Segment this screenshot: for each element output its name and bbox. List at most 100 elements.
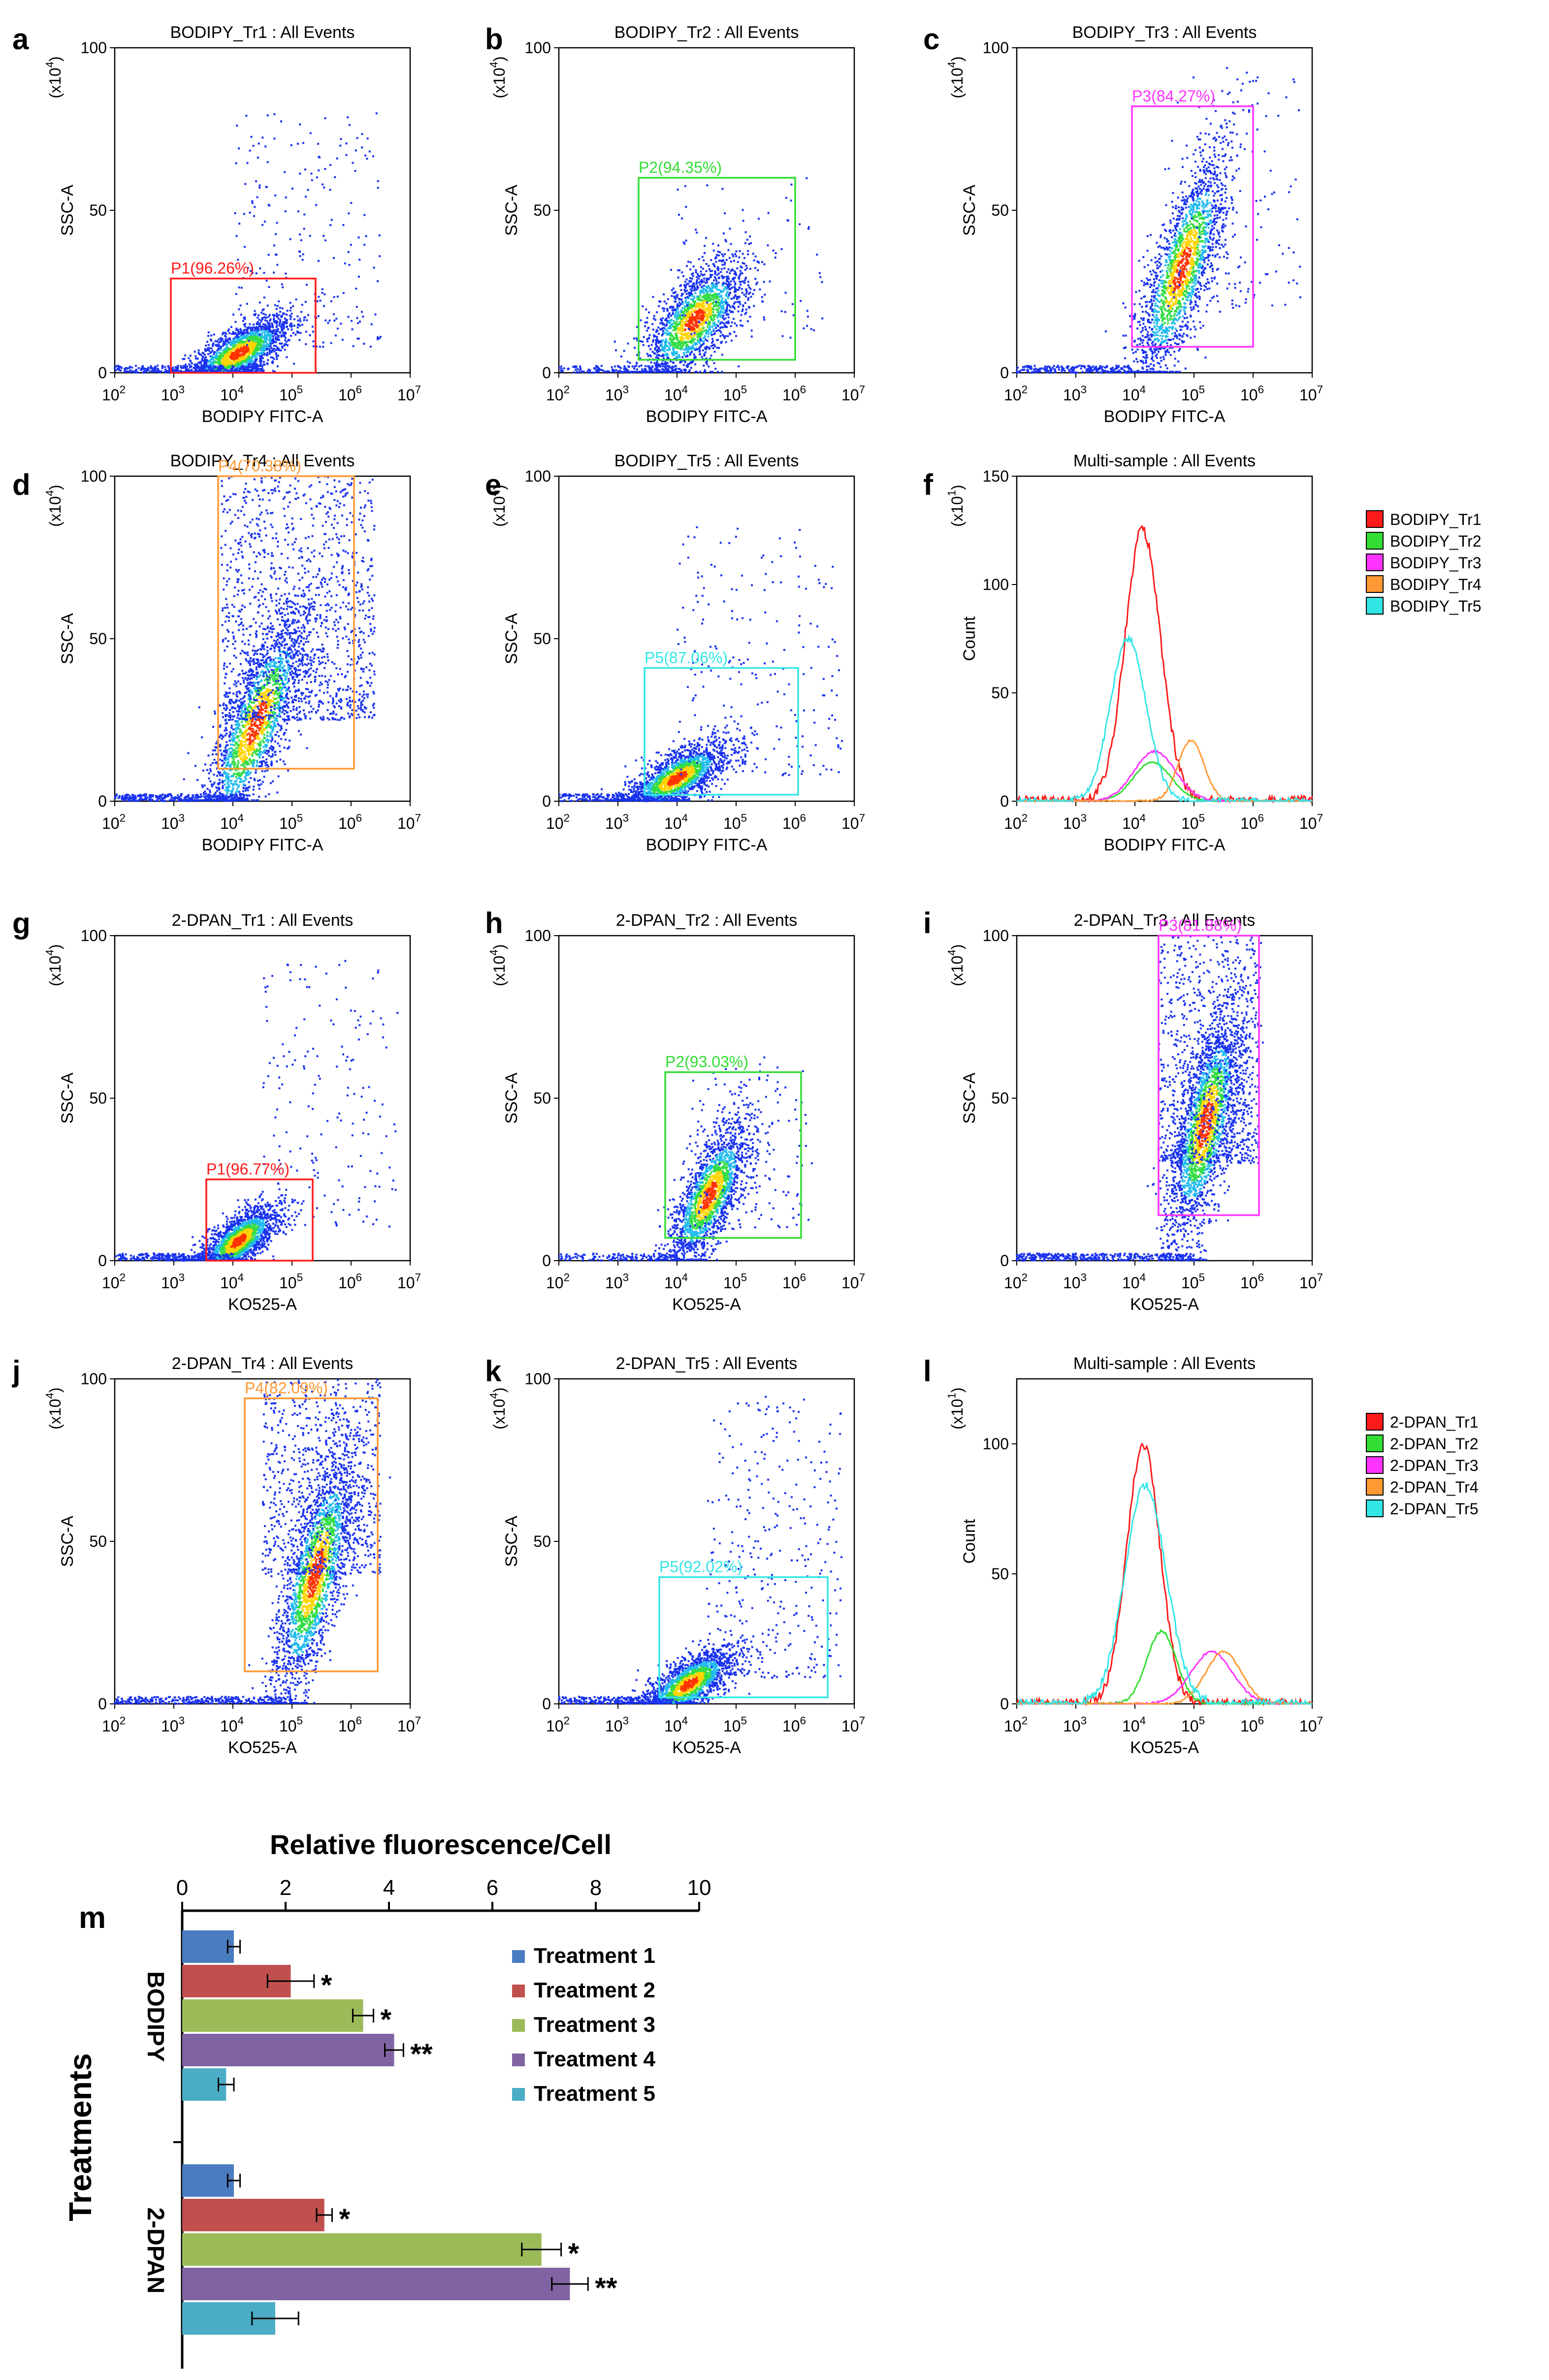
event-dot bbox=[164, 368, 167, 371]
event-dot bbox=[738, 275, 741, 277]
event-dot bbox=[289, 314, 291, 317]
event-dot bbox=[238, 331, 240, 333]
event-dot bbox=[208, 368, 210, 371]
event-dot bbox=[678, 316, 681, 319]
event-dot bbox=[720, 260, 722, 262]
event-dot bbox=[249, 348, 251, 351]
x-tick-label: 107 bbox=[1299, 384, 1323, 404]
event-dot bbox=[249, 335, 251, 338]
event-dot bbox=[200, 364, 203, 366]
event-dot bbox=[236, 356, 238, 358]
event-dot bbox=[705, 270, 708, 272]
event-dot bbox=[717, 254, 720, 257]
event-dot bbox=[675, 346, 677, 349]
event-dot bbox=[242, 354, 245, 356]
event-dot bbox=[697, 325, 699, 327]
event-dot bbox=[244, 352, 246, 354]
event-dot bbox=[691, 277, 693, 280]
event-dot bbox=[268, 353, 271, 355]
event-dot bbox=[253, 363, 255, 365]
event-dot bbox=[246, 334, 248, 336]
event-dot bbox=[669, 337, 672, 339]
event-dot bbox=[676, 353, 678, 355]
event-dot bbox=[225, 362, 227, 364]
event-dot bbox=[239, 344, 242, 347]
event-dot bbox=[698, 336, 701, 338]
event-dot bbox=[701, 302, 703, 305]
event-dot bbox=[1159, 245, 1161, 247]
event-dot bbox=[129, 365, 131, 368]
event-dot bbox=[732, 311, 734, 313]
event-dot bbox=[209, 338, 212, 341]
event-dot bbox=[1207, 170, 1209, 173]
event-dot bbox=[701, 327, 703, 329]
event-dot bbox=[238, 362, 241, 365]
event-dot bbox=[663, 300, 666, 303]
event-dot bbox=[264, 328, 267, 330]
event-dot bbox=[741, 292, 743, 294]
event-dot bbox=[242, 365, 244, 367]
event-dot bbox=[729, 292, 731, 294]
event-dot bbox=[271, 332, 273, 334]
event-dot bbox=[251, 352, 254, 354]
event-dot bbox=[269, 336, 271, 339]
event-dot bbox=[692, 339, 695, 342]
event-dot bbox=[348, 263, 351, 266]
event-dot bbox=[704, 252, 706, 254]
event-dot bbox=[661, 346, 664, 349]
event-dot bbox=[707, 313, 709, 316]
event-dot bbox=[250, 336, 253, 339]
event-dot bbox=[217, 368, 219, 370]
event-dot bbox=[708, 316, 710, 318]
event-dot bbox=[374, 313, 377, 316]
event-dot bbox=[239, 304, 242, 307]
event-dot bbox=[676, 323, 678, 326]
event-dot bbox=[671, 369, 674, 371]
event-dot bbox=[725, 288, 728, 291]
event-dot bbox=[567, 367, 570, 370]
event-dot bbox=[225, 336, 227, 338]
event-dot bbox=[772, 249, 774, 252]
event-dot bbox=[261, 318, 264, 320]
event-dot bbox=[223, 350, 226, 353]
event-dot bbox=[698, 314, 700, 316]
event-dot bbox=[704, 329, 707, 332]
event-dot bbox=[673, 338, 676, 340]
event-dot bbox=[663, 369, 665, 371]
event-dot bbox=[696, 273, 699, 275]
event-dot bbox=[655, 371, 657, 373]
event-dot bbox=[156, 370, 158, 372]
event-dot bbox=[251, 361, 253, 363]
event-dot bbox=[712, 294, 714, 297]
event-dot bbox=[745, 308, 747, 311]
event-dot bbox=[237, 329, 239, 331]
event-dot bbox=[657, 342, 660, 344]
event-dot bbox=[220, 367, 223, 369]
event-dot bbox=[586, 370, 589, 372]
event-dot bbox=[157, 367, 159, 370]
event-dot bbox=[252, 367, 255, 369]
event-dot bbox=[271, 360, 274, 362]
event-dot bbox=[640, 364, 643, 367]
event-dot bbox=[693, 357, 696, 359]
event-dot bbox=[696, 231, 698, 234]
event-dot bbox=[665, 302, 668, 305]
event-dot bbox=[694, 316, 697, 318]
event-dot bbox=[741, 310, 743, 312]
event-dot bbox=[246, 341, 249, 344]
event-dot bbox=[672, 287, 675, 290]
event-dot bbox=[251, 363, 254, 366]
event-dot bbox=[701, 256, 704, 258]
event-dot bbox=[245, 335, 247, 337]
event-dot bbox=[228, 366, 230, 368]
event-dot bbox=[235, 336, 238, 339]
event-dot bbox=[317, 315, 320, 317]
event-dot bbox=[738, 276, 740, 279]
event-dot bbox=[255, 349, 258, 352]
event-dot bbox=[660, 355, 663, 358]
event-dot bbox=[728, 282, 730, 284]
event-dot bbox=[189, 355, 192, 357]
event-dot bbox=[251, 354, 254, 356]
event-dot bbox=[731, 287, 734, 289]
event-dot bbox=[659, 300, 662, 303]
